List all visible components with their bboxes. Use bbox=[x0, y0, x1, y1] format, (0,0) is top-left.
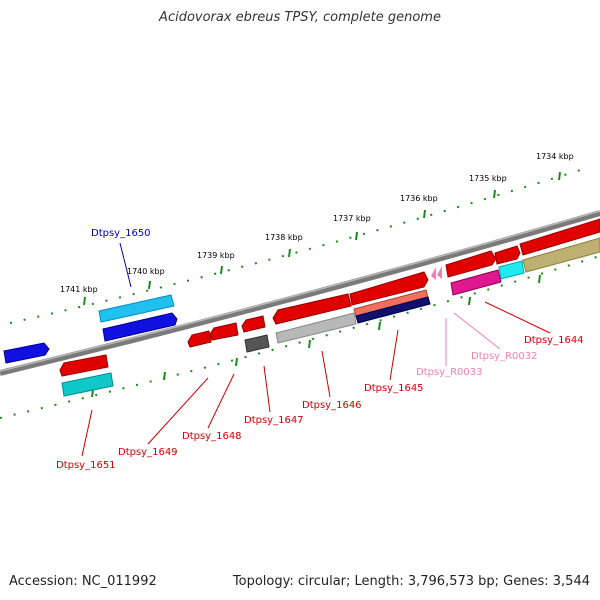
scale-label: 1741 kbp bbox=[60, 285, 98, 294]
scale-label: 1734 kbp bbox=[536, 152, 574, 161]
gene-label-1648: Dtpsy_1648 bbox=[182, 431, 242, 442]
inner-tick-track bbox=[0, 255, 600, 419]
gene-arrow-top-red-3[interactable] bbox=[494, 245, 521, 265]
bottom-strand-genes bbox=[59, 237, 600, 397]
scale-label: 1740 kbp bbox=[127, 267, 165, 276]
gene-arrow-top-red-4[interactable] bbox=[519, 218, 600, 256]
gene-arrow-1646-grey[interactable] bbox=[275, 312, 357, 344]
genome-backbone bbox=[0, 210, 600, 376]
gene-arrow-1645-navy[interactable] bbox=[355, 296, 431, 324]
gene-label-1644: Dtpsy_1644 bbox=[524, 335, 584, 346]
gene-arrow-1647[interactable] bbox=[241, 315, 266, 333]
gene-arrow-1646[interactable] bbox=[272, 293, 352, 325]
accession-text: Accession: NC_011992 bbox=[9, 574, 157, 589]
scale-label: 1737 kbp bbox=[333, 214, 371, 223]
scale-label: 1739 kbp bbox=[197, 251, 235, 260]
gene-arrow-r0032[interactable] bbox=[450, 269, 502, 296]
outer-major-ticks bbox=[83, 171, 561, 306]
gene-label-1650: Dtpsy_1650 bbox=[91, 228, 151, 239]
gene-arrow-1651[interactable] bbox=[59, 354, 109, 377]
label-leaders bbox=[81, 242, 551, 457]
gene-arrow-1647-grey[interactable] bbox=[244, 334, 270, 353]
gene-labels: Dtpsy_1650 Dtpsy_1651 Dtpsy_1649 Dtpsy_1… bbox=[56, 228, 584, 471]
gene-arrow-misc-red[interactable] bbox=[349, 271, 429, 306]
scale-labels: 1734 kbp 1735 kbp 1736 kbp 1737 kbp 1738… bbox=[60, 152, 574, 294]
gene-arrow-1650[interactable] bbox=[102, 312, 178, 342]
gene-arrow-1650-light[interactable] bbox=[98, 294, 175, 323]
scale-label: 1736 kbp bbox=[400, 194, 438, 203]
topology-text: Topology: circular; Length: 3,796,573 bp… bbox=[232, 574, 590, 589]
gene-arrow-1651-cyan[interactable] bbox=[61, 372, 114, 397]
gene-label-1647: Dtpsy_1647 bbox=[244, 415, 304, 426]
gene-label-r0033: Dtpsy_R0033 bbox=[416, 367, 483, 378]
gene-arrow-1648[interactable] bbox=[209, 322, 239, 341]
gene-label-1651: Dtpsy_1651 bbox=[56, 460, 116, 471]
gene-label-1649: Dtpsy_1649 bbox=[118, 447, 178, 458]
gene-label-1645: Dtpsy_1645 bbox=[364, 383, 424, 394]
gene-arrow-1649[interactable] bbox=[187, 330, 212, 348]
scale-label: 1735 kbp bbox=[469, 174, 507, 183]
gene-arrow-1644-olive[interactable] bbox=[522, 237, 600, 273]
scale-label: 1738 kbp bbox=[265, 233, 303, 242]
top-strand-genes bbox=[3, 218, 600, 364]
gene-label-1646: Dtpsy_1646 bbox=[302, 400, 362, 411]
map-title: Acidovorax ebreus TPSY, complete genome bbox=[159, 10, 441, 25]
gene-arrow-top-red-2[interactable] bbox=[445, 250, 497, 278]
gene-label-r0032: Dtpsy_R0032 bbox=[471, 351, 538, 362]
gene-arrow-1650-blue-small[interactable] bbox=[3, 342, 50, 364]
trna-marks[interactable] bbox=[431, 266, 442, 280]
gene-arrow-1644-cyan[interactable] bbox=[498, 260, 525, 280]
